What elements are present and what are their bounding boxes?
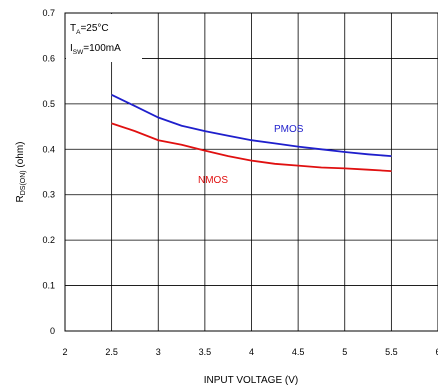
y-tick-label: 0.4 [42, 144, 55, 154]
grid [65, 13, 438, 331]
y-tick-label: 0.7 [42, 8, 55, 18]
y-tick-label: 0.5 [42, 99, 55, 109]
series-line-nmos [111, 122, 392, 172]
switch-current-label: ISW=100mA [70, 43, 121, 56]
series-label-pmos: PMOS [274, 124, 304, 135]
x-tick-label: 3.5 [199, 347, 212, 357]
series-line-pmos [111, 93, 392, 157]
series-lines [111, 93, 392, 172]
series-label-nmos: NMOS [198, 175, 228, 186]
y-axis-title: RDS(ON) (ohm) [15, 141, 27, 202]
x-axis-title: INPUT VOLTAGE (V) [204, 375, 298, 386]
y-tick-label: 0.1 [42, 281, 55, 291]
y-tick-labels: 0 0.1 0.2 0.3 0.4 0.5 0.6 0.7 [42, 8, 55, 336]
temperature-label: TA=25°C [70, 23, 109, 36]
y-tick-label: 0 [50, 326, 55, 336]
y-tick-label: 0.2 [42, 235, 55, 245]
x-tick-labels: 2 2.5 3 3.5 4 4.5 5 5.5 6 [62, 347, 438, 357]
x-tick-label: 5 [342, 347, 347, 357]
x-tick-label: 4.5 [292, 347, 305, 357]
x-tick-label: 6 [435, 347, 438, 357]
x-tick-label: 2.5 [105, 347, 118, 357]
y-tick-label: 0.3 [42, 190, 55, 200]
x-tick-label: 3 [156, 347, 161, 357]
y-tick-label: 0.6 [42, 53, 55, 63]
x-tick-label: 5.5 [385, 347, 398, 357]
x-tick-label: 4 [249, 347, 254, 357]
conditions-box [66, 14, 142, 62]
x-tick-label: 2 [62, 347, 67, 357]
